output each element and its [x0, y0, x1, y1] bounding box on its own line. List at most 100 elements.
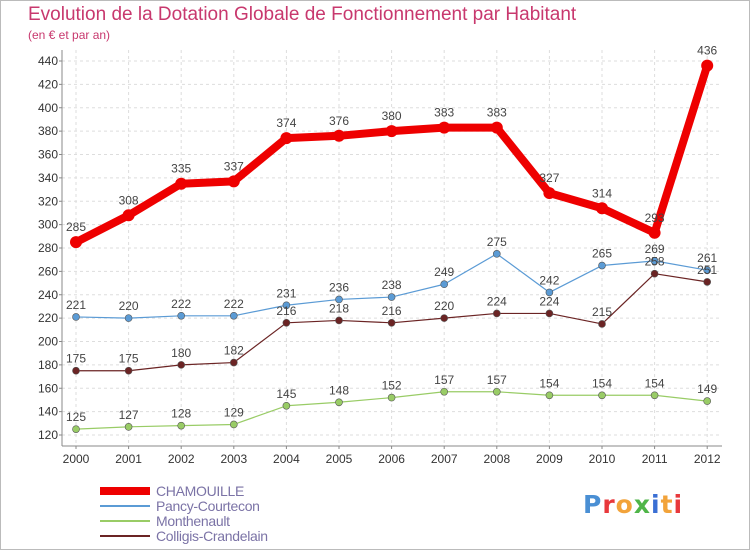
data-label: 265	[592, 247, 612, 261]
x-tick-label: 2004	[273, 452, 300, 466]
data-point	[230, 358, 238, 367]
logo-letter: o	[615, 490, 634, 519]
data-label: 222	[171, 297, 191, 311]
data-label: 220	[119, 299, 139, 313]
data-point	[440, 387, 449, 396]
data-label: 231	[276, 286, 296, 300]
y-tick-label: 420	[38, 77, 58, 91]
data-point	[333, 129, 345, 142]
legend-label: Pancy-Courtecon	[156, 498, 260, 514]
data-point	[177, 311, 185, 320]
y-tick-label: 280	[38, 241, 58, 255]
data-point	[387, 318, 396, 327]
data-label: 218	[329, 301, 349, 315]
data-label: 242	[539, 273, 559, 287]
x-tick-label: 2012	[694, 452, 721, 466]
y-tick-label: 200	[38, 335, 58, 349]
data-label: 269	[645, 242, 665, 256]
data-point	[177, 421, 185, 430]
data-point	[124, 366, 133, 375]
data-point	[438, 121, 451, 134]
data-point	[650, 269, 659, 278]
data-point	[703, 397, 712, 405]
data-label: 220	[434, 299, 454, 313]
data-label: 149	[697, 382, 717, 396]
data-label: 154	[539, 376, 559, 390]
data-point	[440, 314, 449, 322]
data-point	[177, 361, 185, 369]
proxiti-logo: Proxiti	[583, 490, 683, 519]
data-point	[492, 387, 501, 396]
y-tick-label: 240	[38, 288, 58, 302]
x-tick-label: 2005	[326, 452, 353, 466]
data-label: 125	[66, 410, 86, 424]
data-label: 154	[592, 376, 612, 390]
logo-letter: i	[651, 490, 661, 519]
data-label: 380	[382, 109, 402, 123]
logo-letter: t	[660, 490, 674, 519]
data-label: 335	[171, 162, 191, 176]
data-label: 128	[171, 407, 191, 421]
data-label: 154	[645, 376, 665, 390]
data-label: 275	[487, 235, 507, 249]
y-tick-label: 140	[38, 405, 58, 419]
data-label: 258	[645, 255, 665, 269]
x-tick-label: 2002	[168, 452, 195, 466]
data-point	[492, 250, 501, 258]
data-point	[701, 59, 714, 72]
data-point	[72, 425, 80, 433]
data-point	[545, 309, 554, 318]
data-point	[335, 398, 343, 407]
data-label: 148	[329, 383, 349, 397]
data-point	[72, 313, 80, 321]
x-tick-label: 2007	[431, 452, 458, 466]
data-label: 175	[66, 352, 86, 366]
data-point	[124, 423, 133, 431]
data-label: 337	[224, 159, 244, 173]
data-point	[282, 301, 291, 310]
chart-subtitle: (en € et par an)	[28, 28, 111, 42]
y-tick-label: 400	[38, 101, 58, 115]
data-point	[703, 278, 712, 286]
data-label: 436	[697, 44, 717, 58]
data-point	[70, 236, 82, 249]
x-tick-label: 2000	[63, 452, 90, 466]
data-label: 251	[697, 263, 717, 277]
y-tick-label: 180	[38, 358, 58, 372]
x-tick-label: 2008	[483, 452, 510, 466]
y-tick-label: 360	[38, 148, 58, 162]
data-point	[385, 125, 398, 138]
data-label: 175	[119, 352, 139, 366]
data-label: 216	[382, 304, 402, 318]
data-point	[598, 261, 606, 270]
y-tick-label: 120	[38, 428, 58, 442]
x-tick-label: 2003	[220, 452, 247, 466]
data-point	[545, 391, 554, 400]
data-point	[492, 309, 501, 318]
data-point	[335, 316, 343, 325]
y-tick-label: 160	[38, 381, 58, 395]
legend-swatch	[100, 487, 150, 495]
data-point	[648, 226, 661, 239]
data-point	[387, 293, 396, 301]
data-label: 285	[66, 220, 86, 234]
data-point	[543, 187, 556, 200]
data-label: 145	[276, 387, 296, 401]
data-point	[440, 280, 449, 289]
y-tick-label: 220	[38, 311, 58, 325]
data-label: 224	[539, 294, 559, 308]
data-point	[175, 177, 188, 190]
y-tick-label: 340	[38, 171, 58, 185]
data-label: 180	[171, 346, 191, 360]
data-point	[230, 420, 238, 429]
data-label: 129	[224, 405, 244, 419]
data-point	[387, 393, 396, 402]
y-tick-label: 320	[38, 194, 58, 208]
legend-label: Colligis-Crandelain	[156, 528, 268, 544]
data-label: 127	[119, 408, 139, 422]
data-label: 314	[592, 186, 612, 200]
data-point	[122, 209, 135, 222]
x-tick-label: 2009	[536, 452, 563, 466]
data-point	[703, 266, 712, 275]
